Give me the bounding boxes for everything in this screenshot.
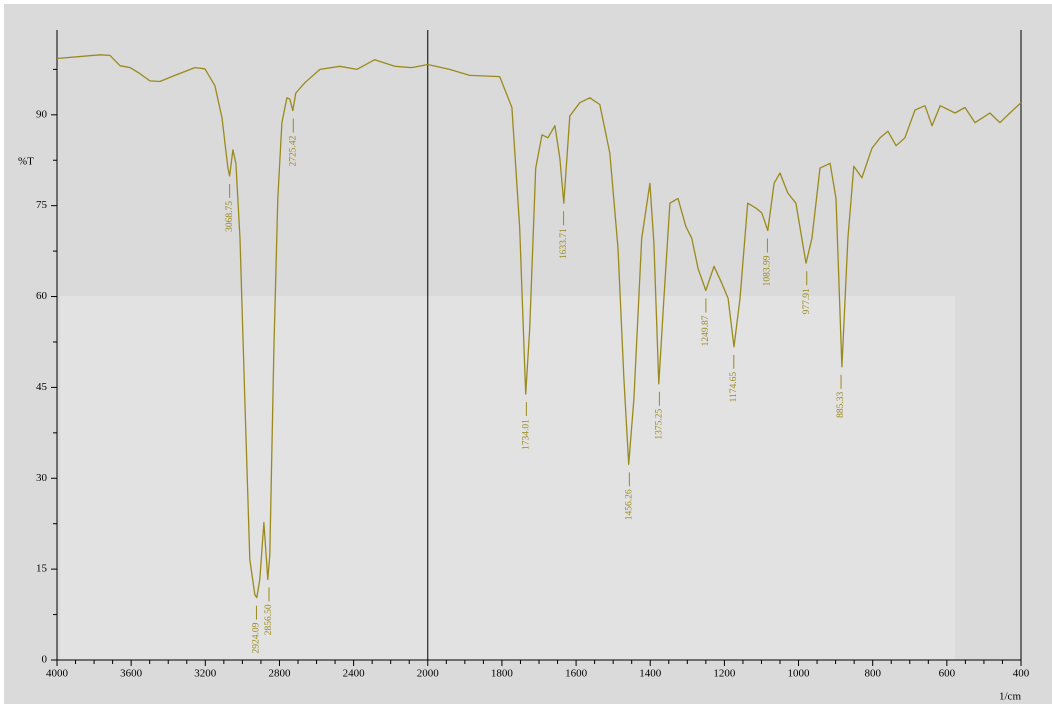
x-tick-label: 1800 [491, 668, 514, 680]
left-border [0, 0, 4, 704]
x-tick-label: 1400 [639, 668, 662, 680]
x-tick-label: 3600 [120, 668, 143, 680]
peak-label: 3068.75 [225, 201, 235, 232]
peak-label: 1174.65 [729, 372, 739, 403]
y-tick-label: 30 [36, 472, 48, 484]
y-tick-label: 60 [36, 290, 48, 302]
peak-label: 885.33 [836, 392, 846, 418]
x-tick-label: 4000 [46, 668, 69, 680]
x-tick-label: 1600 [565, 668, 588, 680]
x-tick-label: 600 [939, 668, 956, 680]
x-tick-label: 2400 [343, 668, 366, 680]
watermark-panel [60, 296, 955, 660]
x-tick-label: 400 [1013, 668, 1030, 680]
peak-label: 1633.71 [559, 228, 569, 259]
peak-label: 1456.26 [625, 489, 635, 520]
x-axis-label: 1/cm [999, 691, 1021, 703]
peak-label: 2924.09 [252, 622, 262, 653]
y-tick-label: 45 [36, 381, 48, 393]
y-axis-label: %T [18, 156, 34, 168]
y-tick-label: 15 [36, 563, 48, 575]
chart: %T 1/cm 0 15 30 45 60 75 90 4000 3600 3200 2800 240… [0, 0, 1052, 704]
y-tick-label: 0 [42, 654, 48, 666]
x-tick-label: 3200 [194, 668, 217, 680]
peak-label: 2725.42 [288, 135, 298, 166]
x-tick-label: 800 [864, 668, 881, 680]
peak-label: 977.91 [802, 288, 812, 314]
peak-label: 1249.87 [701, 315, 711, 346]
peak-label: 1083.99 [763, 255, 773, 286]
x-tick-label: 1000 [788, 668, 811, 680]
y-tick-label: 90 [36, 108, 48, 120]
peak-label: 1375.25 [655, 409, 665, 440]
x-tick-label: 2000 [417, 668, 440, 680]
peak-label: 2856.50 [264, 604, 274, 635]
x-tick-label: 2800 [268, 668, 291, 680]
top-border [0, 0, 1052, 4]
peak-label: 1734.01 [522, 419, 532, 450]
y-tick-label: 75 [36, 199, 48, 211]
x-tick-label: 1200 [713, 668, 736, 680]
